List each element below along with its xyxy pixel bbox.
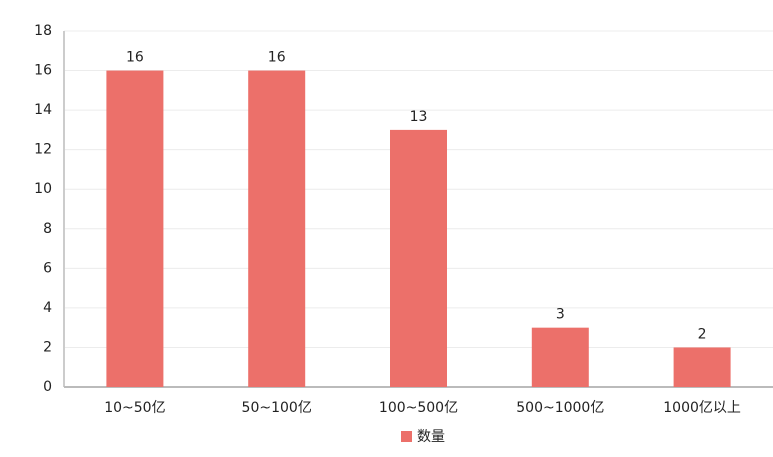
bar: [106, 70, 164, 388]
y-tick-label: 12: [34, 142, 52, 158]
y-tick-label: 4: [43, 300, 52, 316]
y-tick-label: 8: [43, 221, 52, 237]
y-tick-label: 14: [34, 102, 52, 118]
legend-swatch: [401, 431, 412, 442]
bar: [673, 347, 731, 387]
x-tick-label: 1000亿以上: [663, 400, 741, 416]
y-tick-label: 6: [43, 260, 52, 276]
data-label: 16: [126, 50, 144, 66]
y-tick-label: 16: [34, 63, 52, 79]
x-tick-label: 50~100亿: [242, 400, 312, 416]
legend-label: 数量: [417, 429, 445, 445]
data-label: 16: [268, 50, 286, 66]
bar: [390, 129, 447, 387]
bar: [248, 70, 306, 388]
y-tick-label: 0: [43, 379, 52, 395]
y-tick-label: 2: [43, 339, 52, 355]
x-tick-label: 100~500亿: [379, 400, 458, 416]
y-tick-label: 10: [34, 181, 52, 197]
data-label: 13: [410, 109, 428, 125]
bar: [531, 327, 589, 387]
y-tick-label: 18: [34, 23, 52, 39]
x-tick-label: 500~1000亿: [516, 400, 604, 416]
x-tick-label: 10~50亿: [104, 400, 165, 416]
data-label: 3: [556, 307, 565, 323]
data-label: 2: [698, 326, 707, 342]
